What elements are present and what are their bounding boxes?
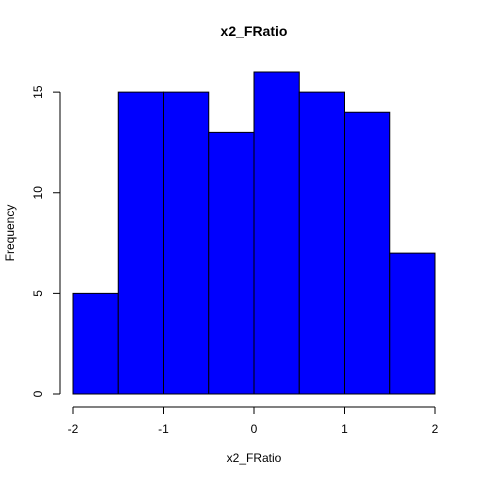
- histogram-bar: [117, 91, 164, 395]
- x-tick-label: -2: [68, 422, 79, 436]
- x-tick-label: -1: [158, 422, 169, 436]
- histogram-bar: [163, 91, 210, 395]
- y-tick-label: 15: [31, 85, 45, 99]
- y-tick-label: 10: [31, 186, 45, 200]
- x-tick-label: 1: [341, 422, 348, 436]
- histogram-bar: [298, 91, 345, 395]
- y-axis: 0 5 10 15: [31, 85, 61, 397]
- histogram-bar: [389, 252, 436, 395]
- y-tick-label: 0: [31, 390, 45, 397]
- chart-title: x2_FRatio: [221, 23, 288, 39]
- x-axis-label: x2_FRatio: [227, 451, 282, 465]
- x-axis: -2 -1 0 1 2: [68, 406, 439, 436]
- y-tick-label: 5: [31, 290, 45, 297]
- x-tick-label: 0: [251, 422, 258, 436]
- y-axis-label: Frequency: [3, 205, 17, 262]
- histogram-bar: [253, 71, 300, 395]
- bars-group: [72, 71, 436, 395]
- histogram-bar: [72, 292, 119, 395]
- x-tick-label: 2: [432, 422, 439, 436]
- histogram-bar: [208, 131, 255, 395]
- histogram-bar: [344, 111, 391, 395]
